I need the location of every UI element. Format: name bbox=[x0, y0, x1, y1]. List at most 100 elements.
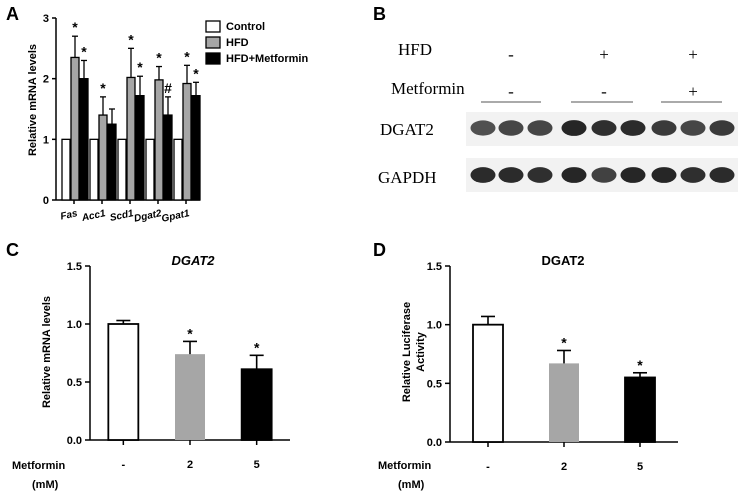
panel-a-bar-hfd bbox=[154, 79, 164, 201]
panel-a-y-tick-label: 3 bbox=[43, 13, 49, 25]
blot-band-dgat2 bbox=[470, 120, 496, 136]
panel-b-western-blot: HFD Metformin - + + - - + DGAT2 GAPDH bbox=[378, 40, 738, 192]
panel-c-significance-mark: * bbox=[187, 325, 193, 341]
panel-a-significance-mark: * bbox=[184, 48, 190, 64]
panel-a-x-tick-label: Acc1 bbox=[80, 208, 107, 224]
panel-a-bar-control bbox=[117, 138, 127, 201]
panel-d-bar bbox=[624, 376, 656, 443]
panel-letter-c: C bbox=[6, 240, 19, 260]
panel-a-legend-label: HFD bbox=[226, 37, 249, 49]
panel-c-y-tick-label: 1.5 bbox=[67, 261, 82, 273]
blot-condition-label-hfd: HFD bbox=[398, 40, 432, 59]
blot-band-gapdh bbox=[709, 167, 735, 183]
blot-metformin-sign-1: - bbox=[508, 82, 514, 101]
panel-a-legend-label: HFD+Metformin bbox=[226, 53, 308, 65]
panel-a-bar-metformin bbox=[135, 95, 145, 201]
panel-d-y-tick-label: 1.5 bbox=[427, 261, 442, 273]
panel-a-x-tick-label: Dgat2 bbox=[133, 208, 163, 225]
panel-d-ylabel-line-1: Relative Luciferase bbox=[401, 302, 413, 402]
panel-c-xlabel-unit: (mM) bbox=[32, 479, 59, 491]
panel-d-ylabel-line-2: Activity bbox=[415, 331, 427, 372]
panel-a-significance-mark: * bbox=[72, 19, 78, 35]
blot-band-gapdh bbox=[620, 167, 646, 183]
panel-a-significance-mark: * bbox=[156, 50, 162, 66]
panel-c-y-tick-label: 1.0 bbox=[67, 319, 82, 331]
panel-a-legend-swatch bbox=[205, 36, 221, 49]
blot-band-gapdh bbox=[527, 167, 553, 183]
panel-a-x-tick-label: Scd1 bbox=[109, 208, 135, 224]
panel-a-bar-control bbox=[145, 138, 155, 201]
panel-a-bar-hfd bbox=[98, 114, 108, 201]
panel-a-bar-metformin bbox=[163, 114, 173, 201]
blot-band-dgat2 bbox=[651, 120, 677, 136]
panel-a-bar-metformin bbox=[191, 95, 201, 201]
panel-a-bar-control bbox=[89, 138, 99, 201]
panel-c-xlabel: Metformin bbox=[12, 460, 65, 472]
panel-a-legend-swatch bbox=[205, 52, 221, 65]
blot-row-label-gapdh: GAPDH bbox=[378, 168, 437, 187]
blot-hfd-sign-2: + bbox=[599, 45, 609, 64]
blot-metformin-sign-2: - bbox=[601, 82, 607, 101]
blot-band-gapdh bbox=[651, 167, 677, 183]
blot-band-dgat2 bbox=[680, 120, 706, 136]
panel-a-bar-metformin bbox=[79, 78, 89, 201]
blot-band-dgat2 bbox=[527, 120, 553, 136]
panel-a-legend-swatch bbox=[205, 20, 221, 33]
panel-a-significance-mark: * bbox=[81, 43, 87, 59]
panel-c-bar bbox=[175, 354, 205, 440]
panel-a-significance-mark: # bbox=[164, 80, 172, 96]
panel-c-bar bbox=[107, 323, 140, 441]
panel-d-xlabel: Metformin bbox=[378, 460, 431, 472]
panel-d-y-tick-label: 0.0 bbox=[427, 437, 442, 449]
panel-c-x-tick-label: - bbox=[121, 459, 125, 471]
panel-a-significance-mark: * bbox=[100, 80, 106, 96]
blot-band-dgat2 bbox=[498, 120, 524, 136]
panel-a-bar-hfd bbox=[182, 82, 192, 201]
blot-band-dgat2 bbox=[561, 120, 587, 136]
panel-a-legend-label: Control bbox=[226, 21, 265, 33]
panel-a-legend: Control HFD HFD+Metformin bbox=[205, 20, 308, 65]
panel-d-x-tick-label: 5 bbox=[637, 461, 643, 473]
panel-a-y-tick-label: 1 bbox=[43, 134, 49, 146]
panel-d-significance-mark: * bbox=[561, 334, 567, 350]
panel-c-ylabel: Relative mRNA levels bbox=[41, 296, 53, 408]
panel-a-x-tick-label: Fas bbox=[59, 208, 79, 222]
panel-c-x-tick-label: 5 bbox=[254, 459, 260, 471]
panel-d-bar bbox=[549, 363, 579, 442]
panel-a-bar-metformin bbox=[107, 123, 117, 201]
panel-a-y-tick-label: 0 bbox=[43, 195, 49, 207]
blot-metformin-sign-3: + bbox=[688, 82, 698, 101]
panel-c-bar bbox=[240, 368, 273, 441]
panel-a-bar-control bbox=[173, 138, 183, 201]
blot-band-gapdh bbox=[561, 167, 587, 183]
panel-a-bar-hfd bbox=[126, 76, 136, 201]
blot-band-gapdh bbox=[498, 167, 524, 183]
blot-band-dgat2 bbox=[709, 120, 735, 136]
panel-c-chart: DGAT2 Relative mRNA levels Metformin (mM… bbox=[12, 253, 290, 491]
blot-band-gapdh bbox=[680, 167, 706, 183]
panel-a-bar-hfd bbox=[70, 56, 80, 201]
panel-letter-d: D bbox=[373, 240, 386, 260]
blot-bands bbox=[470, 120, 735, 183]
panel-a-significance-mark: * bbox=[193, 65, 199, 81]
panel-a-bar-control bbox=[61, 138, 71, 201]
panel-a-ylabel: Relative mRNA levels bbox=[27, 44, 39, 156]
panel-d-x-tick-label: - bbox=[486, 461, 490, 473]
panel-c-x-tick-label: 2 bbox=[187, 459, 193, 471]
panel-d-y-tick-label: 1.0 bbox=[427, 320, 442, 332]
panel-c-y-tick-label: 0.0 bbox=[67, 435, 82, 447]
panel-c-y-tick-label: 0.5 bbox=[67, 377, 82, 389]
panel-d-title: DGAT2 bbox=[541, 253, 584, 268]
panel-d-y-tick-label: 0.5 bbox=[427, 378, 442, 390]
panel-c-significance-mark: * bbox=[254, 339, 260, 355]
panel-letter-a: A bbox=[6, 4, 19, 24]
panel-d-significance-mark: * bbox=[637, 357, 643, 373]
panel-d-bar bbox=[472, 323, 504, 443]
panel-d-xlabel-unit: (mM) bbox=[398, 479, 425, 491]
blot-band-dgat2 bbox=[591, 120, 617, 136]
blot-hfd-sign-1: - bbox=[508, 45, 514, 64]
panel-a-y-tick-label: 2 bbox=[43, 74, 49, 86]
panel-d-chart: DGAT2 Relative Luciferase Activity Metfo… bbox=[378, 253, 678, 491]
blot-band-gapdh bbox=[591, 167, 617, 183]
